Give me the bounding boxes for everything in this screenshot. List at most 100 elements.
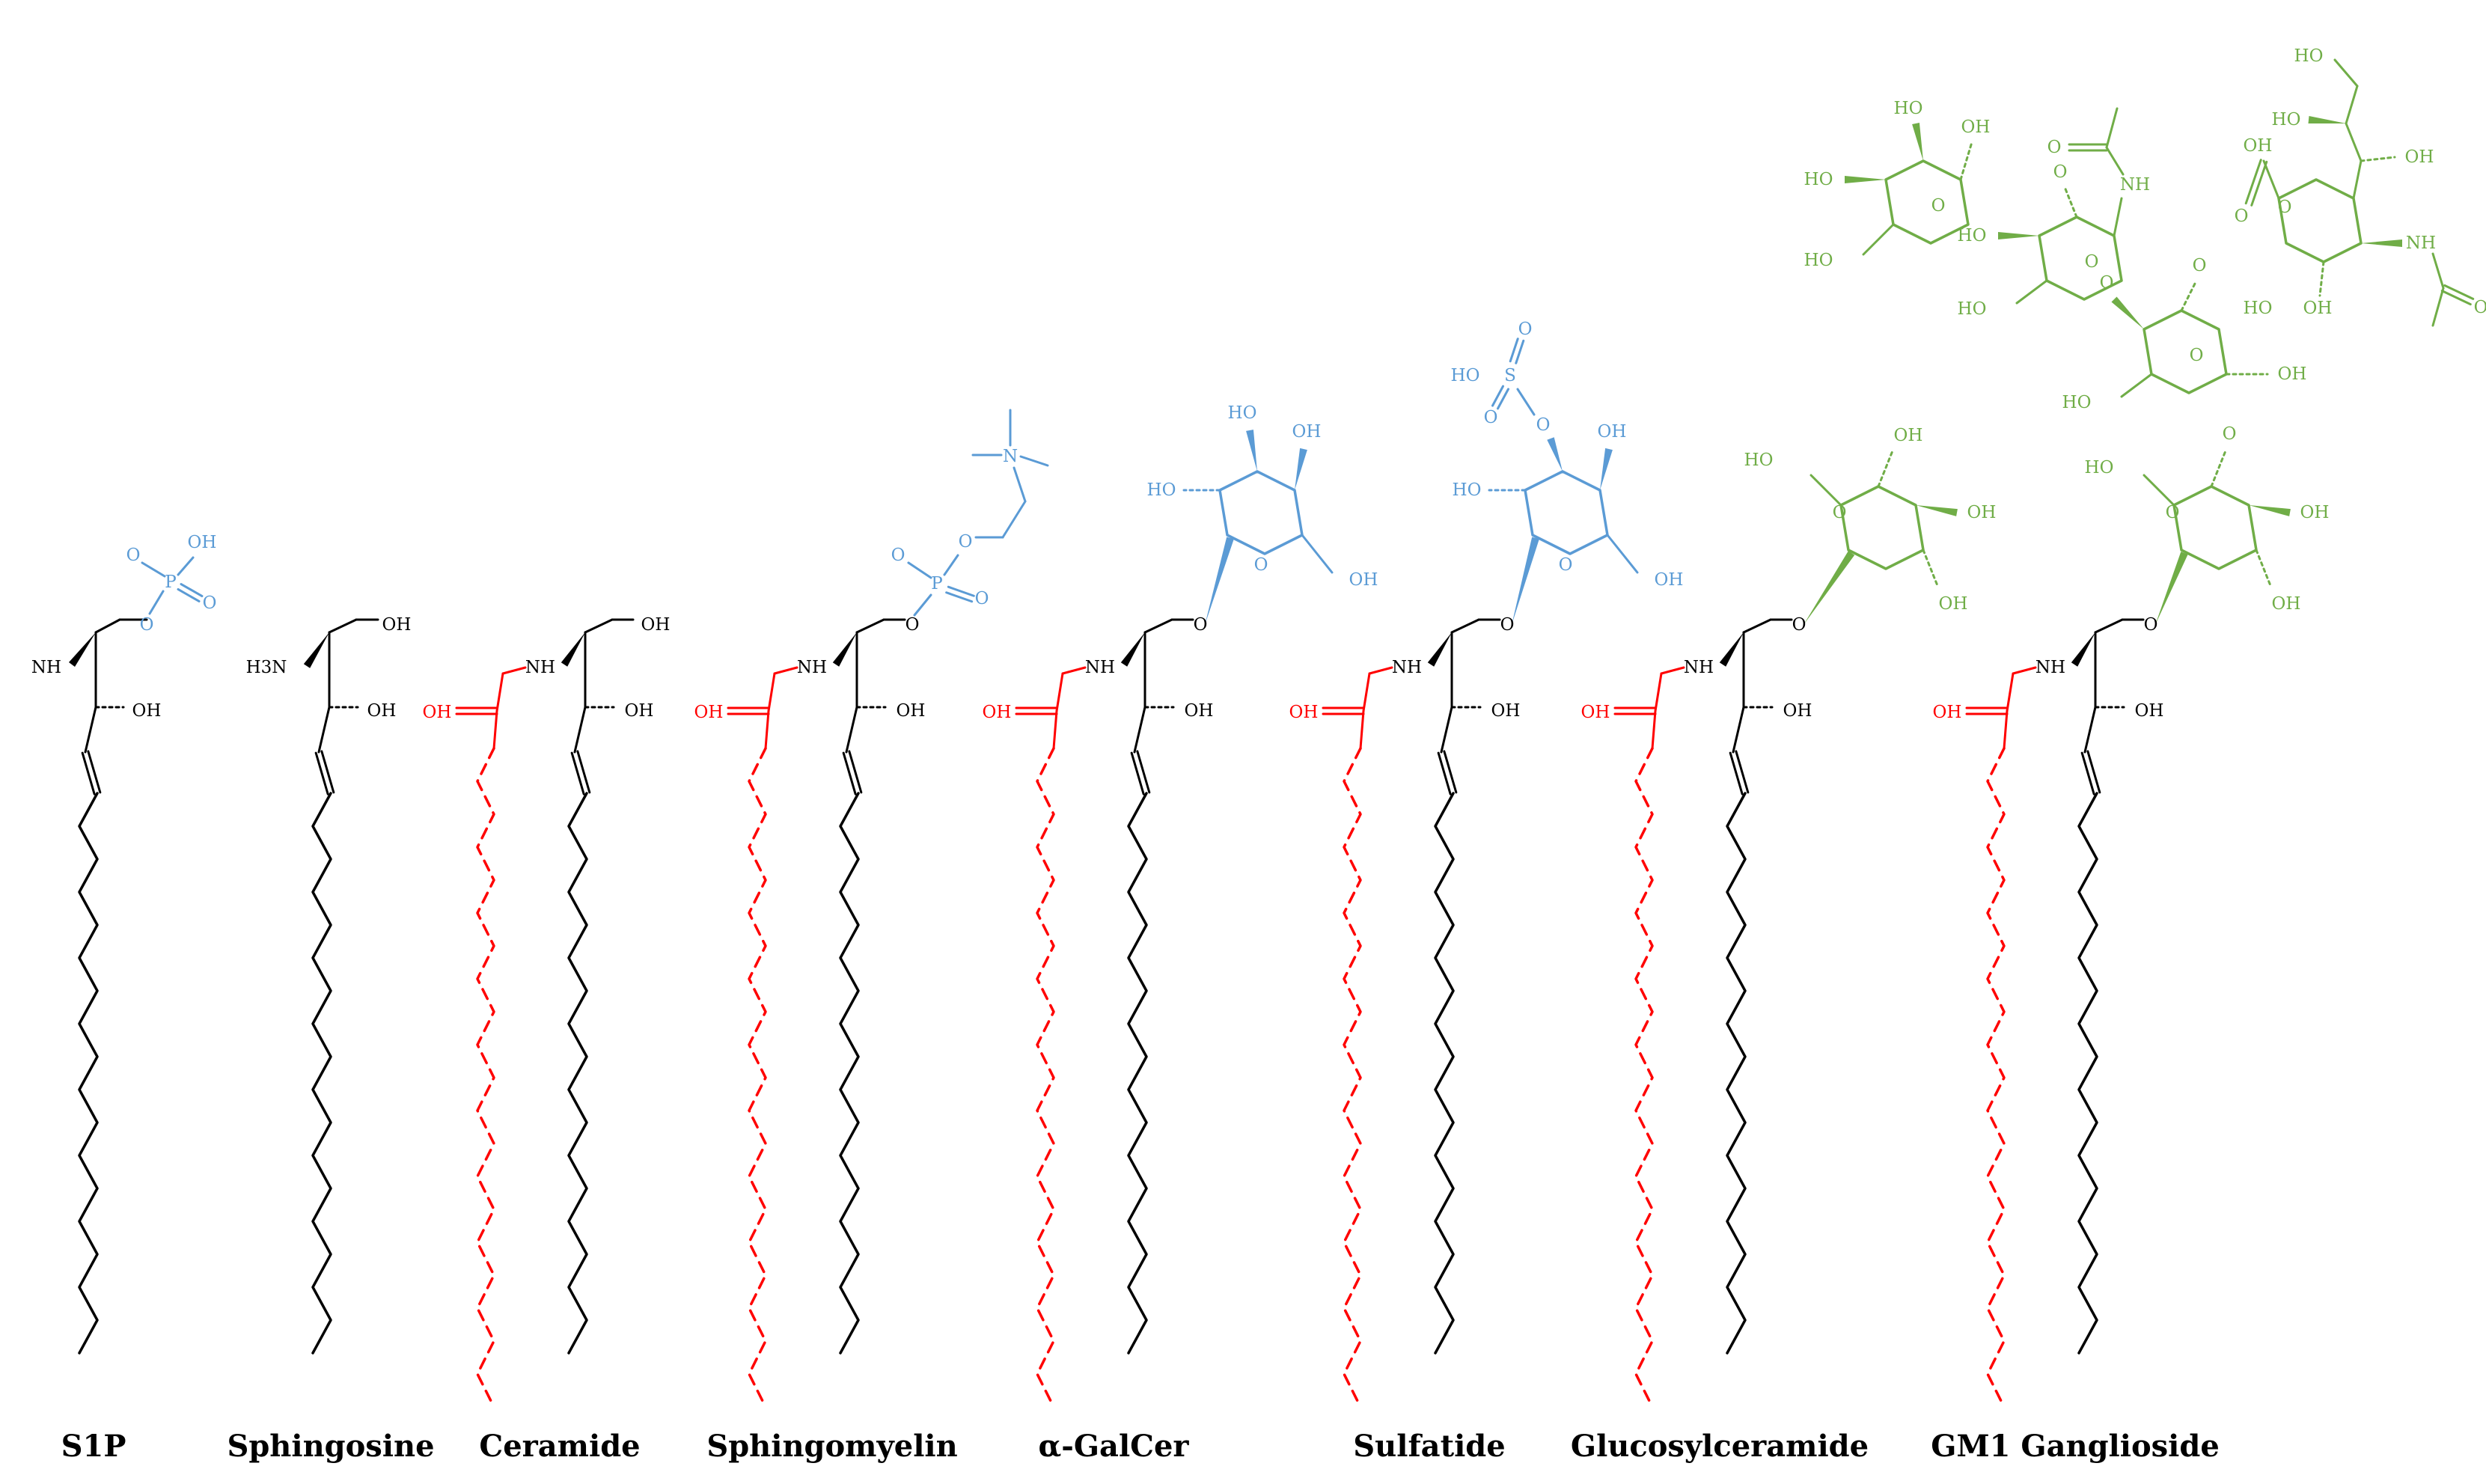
sulf-s-double <box>1497 388 1510 410</box>
gm1-galt-ho6: HO <box>1804 251 1833 270</box>
gm1-hash <box>2360 156 2396 162</box>
cer-carbonyl-o: OH <box>423 703 452 722</box>
sm-fatty-acid-chain <box>748 747 767 1408</box>
galcer-wedge <box>1246 430 1257 471</box>
sm-p-double <box>947 585 975 597</box>
gm1-wedge <box>1998 232 2039 239</box>
gm1-galt-ho4: HO <box>1804 170 1833 189</box>
sulf-amide-bond <box>1362 672 1371 712</box>
gm1-bond <box>2094 618 2124 634</box>
galcer-amide-bond <box>1055 672 1064 712</box>
gm1-galt-o: O <box>1931 196 1946 216</box>
sm-carbonyl-o: OH <box>694 703 724 722</box>
gluc-fatty-acid-chain <box>1634 747 1654 1408</box>
sph-wedge <box>303 632 329 668</box>
sulf-glyco-wedge <box>1512 537 1539 625</box>
s1p-nh: NH <box>31 658 61 677</box>
s1p-chain <box>78 792 99 1355</box>
sm-phos-bond <box>907 561 932 579</box>
sm-nh: NH <box>797 658 827 677</box>
gm1-sia-nh: NH <box>2406 233 2436 253</box>
s1p-p-oh: OH <box>188 533 217 552</box>
gm1-gal-ho6: HO <box>2062 393 2092 412</box>
galcer-fatty-acid-chain <box>1036 747 1055 1408</box>
sm-p-o: O <box>975 589 989 608</box>
gm1-wedge <box>1845 176 1886 183</box>
gm1-double-bond <box>2080 751 2095 796</box>
gluc-amide-bond <box>1654 672 1663 712</box>
cer-amide-bond <box>495 672 504 712</box>
gm1-wedge <box>1912 123 1923 161</box>
sph-oh1: OH <box>382 615 412 635</box>
gm1-amide-bond <box>2006 672 2015 712</box>
gm1-sia-oh4: OH <box>2303 299 2333 318</box>
gm1-glc-ho6: HO <box>2085 458 2114 477</box>
sm-phos-bond <box>913 593 932 617</box>
sulf-s-double <box>1509 338 1519 363</box>
gm1-hash <box>2180 279 2198 312</box>
sulf-double-bond <box>1443 750 1458 794</box>
sm-oh: OH <box>897 701 926 721</box>
gluc-carbonyl-o: OH <box>1581 703 1610 722</box>
gm1-gal-terminal-ring <box>1884 159 1970 245</box>
caption-sphingomyelin: Sphingomyelin <box>706 1429 957 1464</box>
gm1-sia-oh8: OH <box>2405 147 2434 167</box>
cer-nh: NH <box>525 658 555 677</box>
cer-fa-bond <box>492 709 498 750</box>
galcer-sugar-ring <box>1218 470 1304 555</box>
sulf-amide-bond <box>1368 666 1393 675</box>
galcer-ho2: HO <box>1228 403 1257 423</box>
gluc-double-bond <box>1735 750 1750 794</box>
gluc-glyco-wedge <box>1804 551 1855 625</box>
gluc-bond <box>1742 618 1772 634</box>
gm1-sia-carbonyl <box>2244 159 2262 205</box>
sph-bond <box>328 618 358 634</box>
cer-bond <box>584 618 614 634</box>
gm1-double-bond <box>2086 750 2101 794</box>
gm1-hash <box>1959 141 1973 181</box>
gm1-nac <box>2113 197 2123 237</box>
sulf-s: S <box>1504 366 1516 385</box>
gm1-sia-nac-o: O <box>2474 298 2486 317</box>
s1p-phos-bond <box>148 590 165 615</box>
gm1-wedge <box>2071 632 2095 667</box>
gm1-sia-ho9: HO <box>2294 46 2324 66</box>
gm1-wedge <box>2361 239 2402 247</box>
gm1-glyco-wedge <box>2155 552 2188 625</box>
gm1-sialic-ring <box>2277 178 2363 263</box>
gm1-sia-glycerol <box>2345 85 2359 125</box>
sph-bond <box>317 706 331 754</box>
caption-ceramide: Ceramide <box>479 1429 640 1464</box>
gluc-bond <box>1732 706 1745 754</box>
gm1-galnac-o: O <box>2085 252 2099 272</box>
sulf-wedge <box>1600 448 1613 490</box>
gm1-ch2 <box>2015 279 2048 305</box>
sulf-wedge <box>1547 437 1563 471</box>
sulf-o-link: O <box>1500 615 1515 635</box>
sulf-oh6: OH <box>1655 570 1684 590</box>
gm1-carbonyl-o: OH <box>1933 703 1962 722</box>
gm1-hash <box>2210 448 2228 488</box>
gm1-wedge <box>2249 505 2291 516</box>
gm1-nh: NH <box>2035 658 2065 677</box>
cer-double-bond <box>576 750 591 794</box>
sm-phos-bond <box>943 554 959 576</box>
chains-layer <box>78 747 2098 1408</box>
sulf-s-o1: O <box>1518 320 1533 339</box>
s1p-wedge <box>68 632 96 667</box>
sm-double-bond <box>842 751 857 796</box>
galcer-oh3: OH <box>1292 422 1322 442</box>
gluc-o-link: O <box>1792 615 1807 635</box>
caption-sphingosine: Sphingosine <box>227 1429 434 1464</box>
gm1-sia-carboxyl <box>2262 159 2280 200</box>
sulf-double-bond <box>1437 751 1452 796</box>
gluc-nh: NH <box>1684 658 1714 677</box>
gluc-ho6: HO <box>1744 451 1774 470</box>
s1p-p-double <box>177 587 201 602</box>
gluc-amide-bond <box>1660 666 1685 675</box>
caption-gm1-ganglioside: GM1 Ganglioside <box>1931 1429 2220 1464</box>
sm-p-double <box>945 591 974 603</box>
sulf-ch2 <box>1606 534 1639 574</box>
gm1-ch2 <box>2143 474 2175 507</box>
sm-bond <box>855 618 885 634</box>
